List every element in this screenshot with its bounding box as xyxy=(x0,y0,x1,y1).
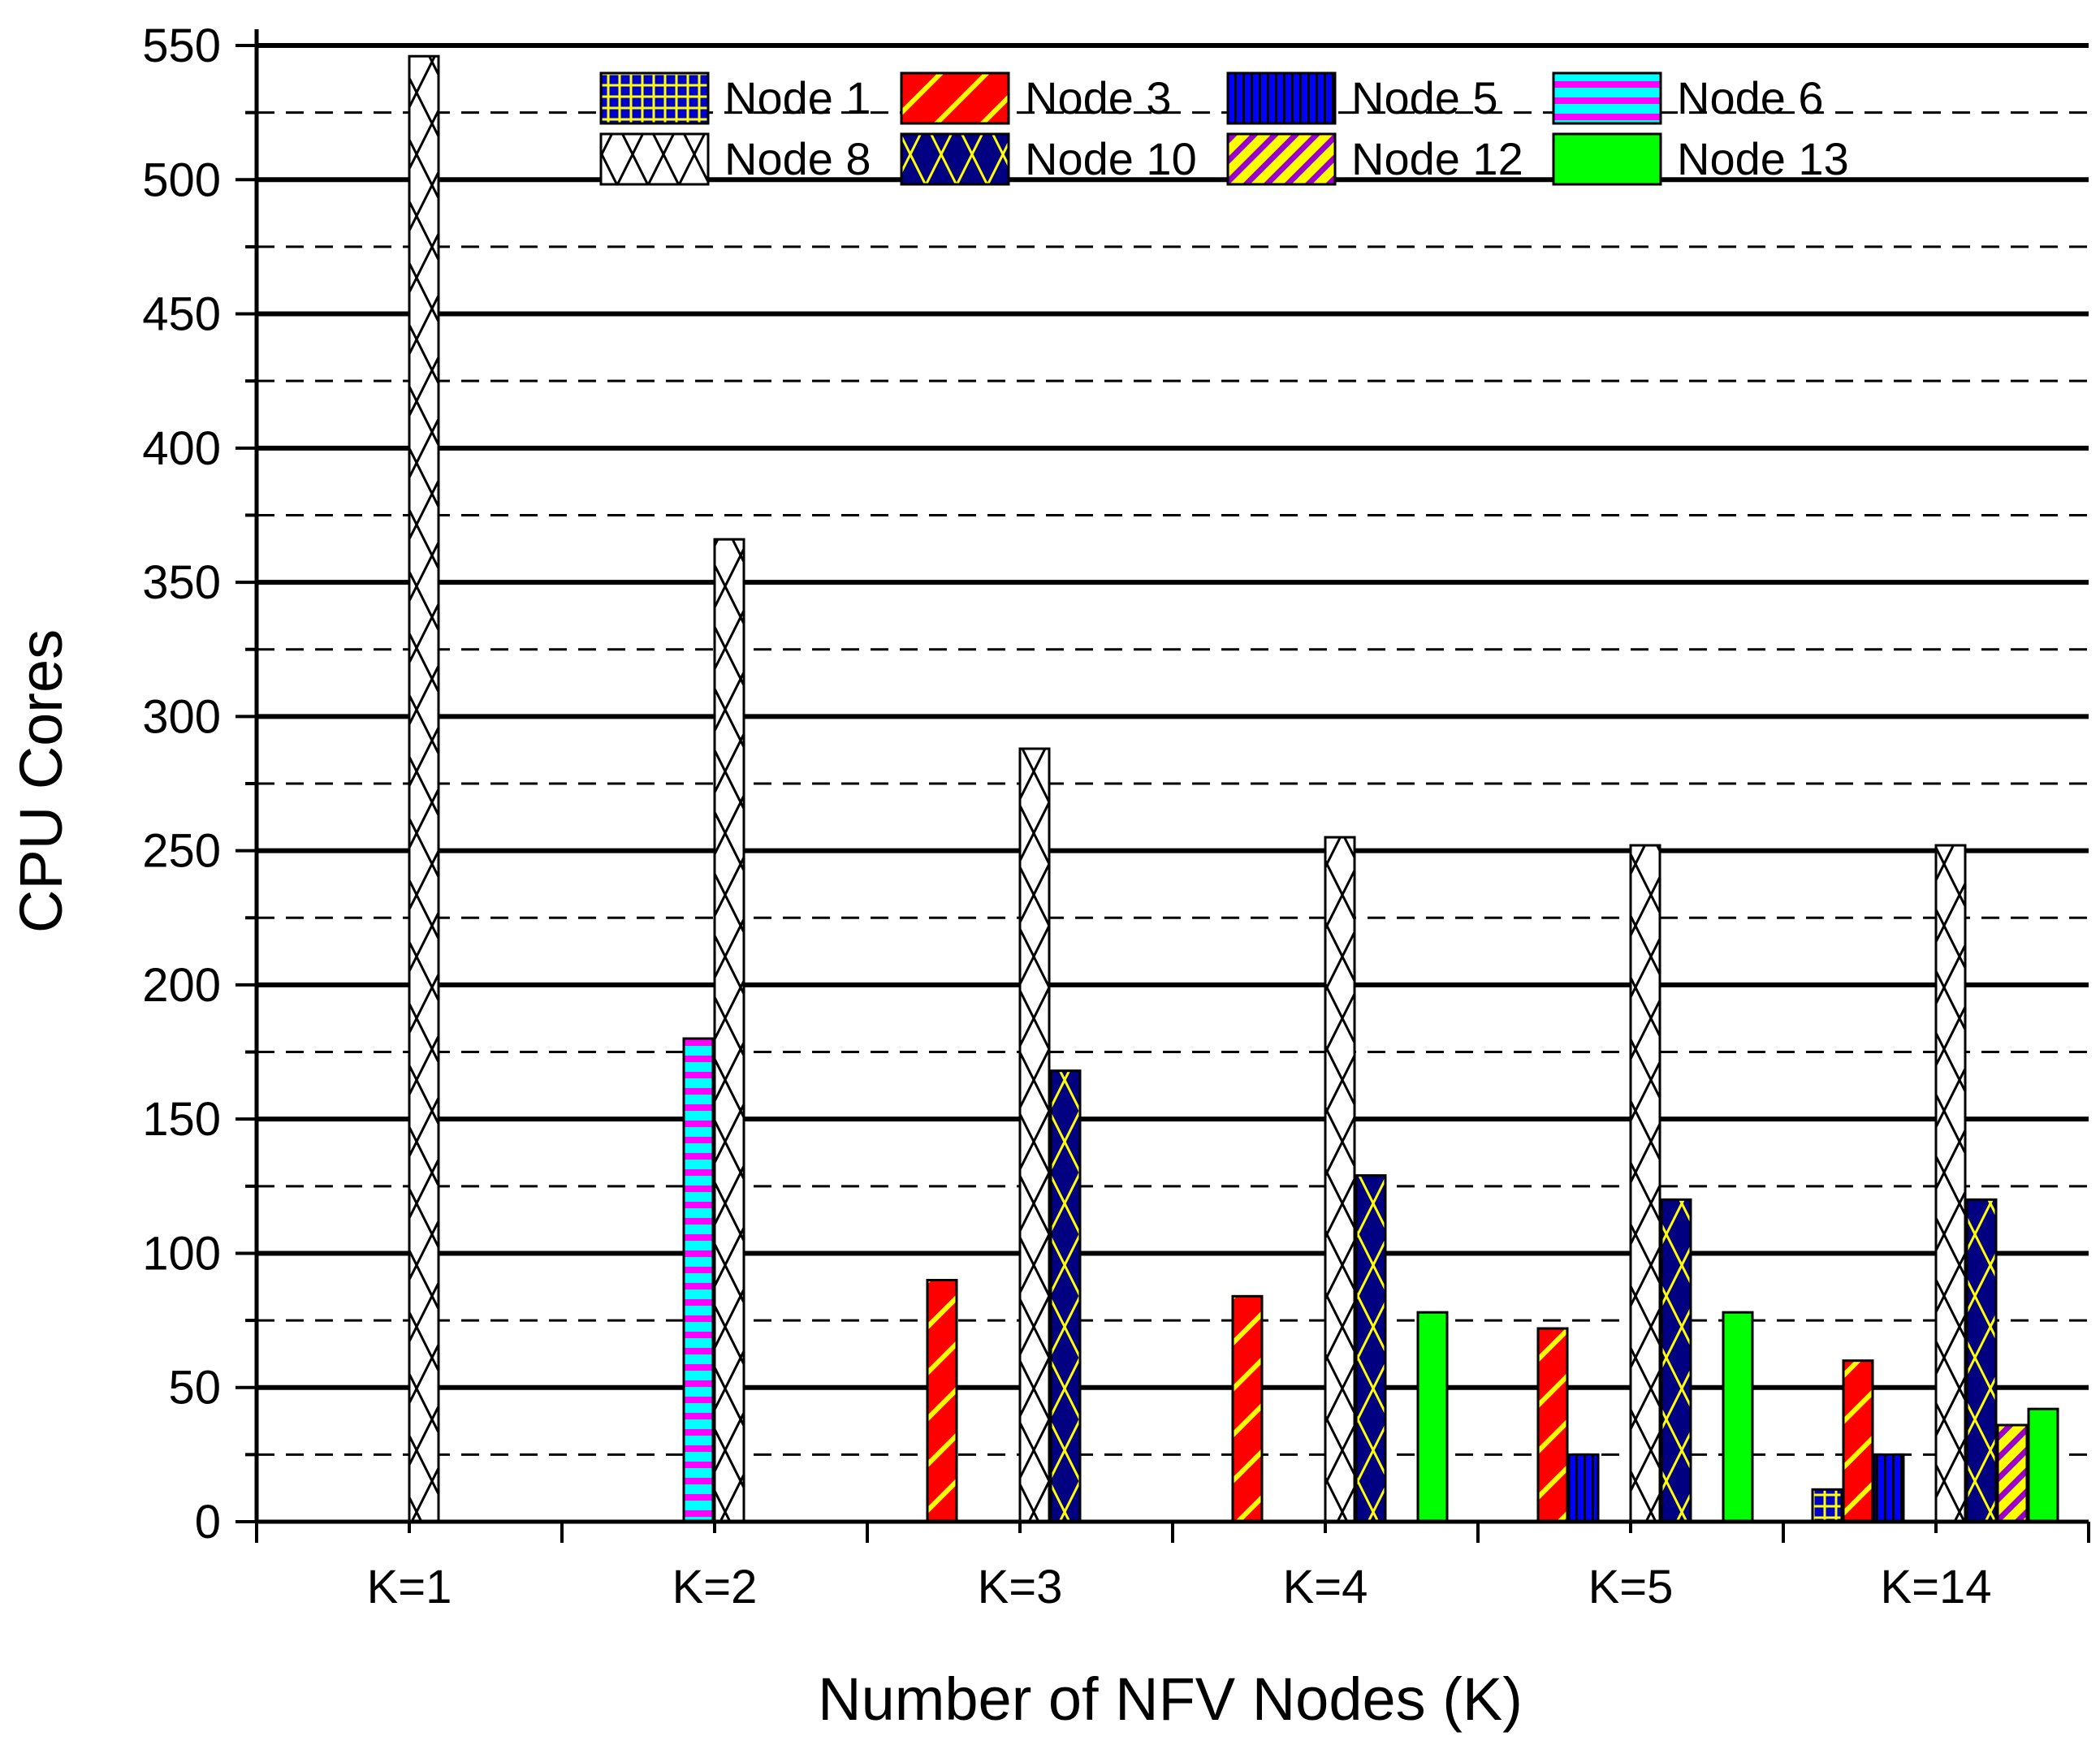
x-tick-label: K=2 xyxy=(672,1561,758,1613)
axes xyxy=(235,29,2090,1543)
x-tick-label: K=3 xyxy=(978,1561,1063,1613)
legend-label: Node 12 xyxy=(1351,133,1523,184)
bar-node-8-k2 xyxy=(713,538,745,1523)
legend-label: Node 10 xyxy=(1025,133,1197,184)
legend-item: Node 8 xyxy=(599,132,871,186)
bar-node-3-k4 xyxy=(1231,1294,1264,1523)
legend-label: Node 6 xyxy=(1677,72,1824,123)
y-tick-label: 300 xyxy=(142,690,221,743)
x-tick-labels: K=1 K=2 K=3 K=4 K=5 K=14 xyxy=(367,1561,1992,1613)
legend-item: Node 5 xyxy=(1226,71,1498,125)
bar-node-13-k5 xyxy=(1722,1311,1754,1523)
y-tick-label: 350 xyxy=(142,556,221,609)
y-tick-label: 550 xyxy=(142,19,221,72)
bar-node-13-k4 xyxy=(1416,1311,1449,1523)
legend-label: Node 5 xyxy=(1351,72,1498,123)
legend-swatch xyxy=(1226,132,1337,186)
bar-node-10-k5 xyxy=(1660,1198,1692,1523)
bar-node-5-k14 xyxy=(1873,1453,1905,1523)
y-tick-labels: 0 50 100 150 200 250 300 350 400 450 500 550 xyxy=(142,19,221,1548)
y-tick-label: 450 xyxy=(142,288,221,341)
legend-item: Node 13 xyxy=(1552,132,1849,186)
y-axis-label: CPU Cores xyxy=(7,629,75,933)
legend-swatch xyxy=(599,132,710,186)
bar-node-10-k3 xyxy=(1049,1069,1082,1523)
x-tick-label: K=5 xyxy=(1588,1561,1674,1613)
legend-swatch xyxy=(1552,132,1662,186)
legend-item: Node 6 xyxy=(1552,71,1824,125)
legend-swatch xyxy=(1226,71,1337,125)
bar-node-13-k14 xyxy=(2027,1407,2059,1523)
x-tick-label: K=4 xyxy=(1283,1561,1368,1613)
x-tick-label: K=14 xyxy=(1880,1561,1991,1613)
bar-node-3-k14 xyxy=(1842,1359,1874,1523)
bar-node-10-k4 xyxy=(1355,1174,1387,1523)
bar-node-3-k3 xyxy=(926,1279,958,1523)
y-tick-label: 500 xyxy=(142,153,221,206)
legend-swatch xyxy=(900,132,1010,186)
y-tick-label: 100 xyxy=(142,1227,221,1280)
legend-item: Node 10 xyxy=(900,132,1197,186)
legend-label: Node 8 xyxy=(724,133,871,184)
bar-node-10-k14 xyxy=(1965,1198,1998,1523)
y-tick-label: 250 xyxy=(142,825,221,878)
y-tick-label: 150 xyxy=(142,1093,221,1146)
x-axis-label: Number of NFV Nodes (K) xyxy=(818,1665,1523,1733)
grid-lines xyxy=(257,43,2089,1456)
bar-node-8-k5 xyxy=(1629,844,1661,1523)
legend-swatch xyxy=(1552,71,1662,125)
y-tick-label: 400 xyxy=(142,422,221,475)
bar-node-8-k1 xyxy=(408,54,440,1523)
y-tick-label: 200 xyxy=(142,959,221,1012)
legend-swatch xyxy=(900,71,1010,125)
legend-swatch xyxy=(599,71,710,125)
bar-node-1-k14 xyxy=(1811,1488,1843,1523)
bar-node-5-k5 xyxy=(1567,1453,1600,1523)
legend-label: Node 3 xyxy=(1025,72,1172,123)
legend-item: Node 3 xyxy=(900,71,1172,125)
bar-node-8-k3 xyxy=(1018,747,1051,1523)
legend-label: Node 13 xyxy=(1677,133,1849,184)
legend-item: Node 12 xyxy=(1226,132,1523,186)
legend-item: Node 1 xyxy=(599,71,871,125)
y-tick-label: 0 xyxy=(195,1496,221,1548)
legend-label: Node 1 xyxy=(724,72,871,123)
bar-node-3-k5 xyxy=(1536,1327,1569,1523)
bar-node-8-k4 xyxy=(1324,836,1356,1523)
bar-node-6-k2 xyxy=(682,1037,715,1523)
y-tick-label: 50 xyxy=(168,1362,221,1415)
bars xyxy=(408,54,2059,1523)
bar-node-12-k14 xyxy=(1996,1423,2029,1523)
x-tick-label: K=1 xyxy=(367,1561,452,1613)
legend: Node 1 Node 3 Node 5 Node 6 Node 8 Node 10 Nod… xyxy=(599,71,1849,186)
bar-node-8-k14 xyxy=(1934,844,1967,1523)
